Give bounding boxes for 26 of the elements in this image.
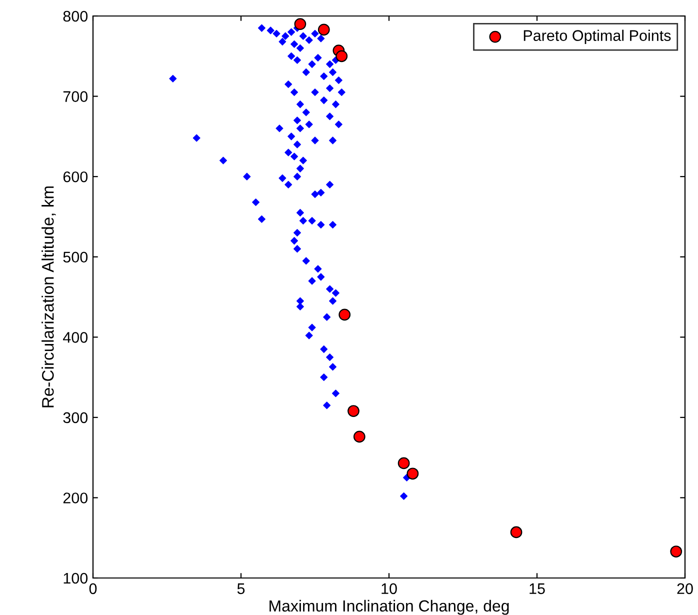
point: [318, 24, 330, 36]
x-tick-label: 20: [677, 583, 693, 594]
legend-label: Pareto Optimal Points: [524, 30, 671, 44]
y-tick-label: 300: [63, 412, 88, 424]
point: [406, 468, 419, 480]
x-tick-label: 10: [382, 583, 397, 594]
x-tick-label: 15: [530, 583, 545, 594]
point: [294, 18, 306, 30]
y-axis-title: Re-Circularization Altitude, km: [42, 186, 56, 408]
y-tick-label: 100: [64, 572, 88, 584]
point: [398, 457, 410, 470]
point: [348, 405, 360, 417]
x-axis-title: Maximum Inclination Change, deg: [270, 600, 509, 615]
point: [338, 308, 351, 321]
point: [510, 526, 522, 538]
point: [336, 50, 348, 62]
point: [670, 546, 682, 558]
x-tick-label: 0: [89, 583, 97, 594]
y-tick-label: 200: [63, 492, 88, 504]
y-tick-label: 600: [63, 171, 88, 182]
y-tick-label: 700: [63, 91, 88, 102]
y-tick-label: 800: [63, 10, 88, 22]
x-tick-label: 5: [237, 583, 245, 594]
y-tick-label: 400: [63, 332, 88, 343]
point: [353, 430, 366, 443]
y-tick-label: 500: [63, 252, 88, 263]
